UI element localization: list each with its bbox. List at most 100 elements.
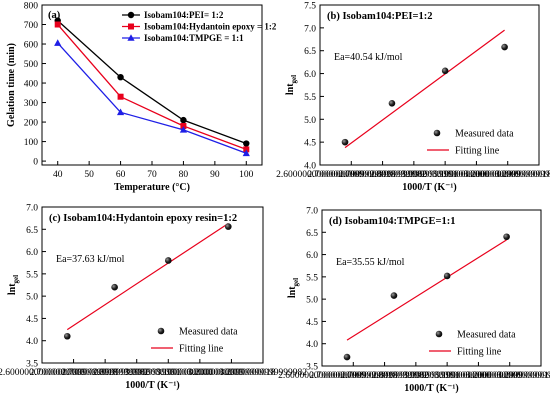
x-axis-label: Temperature (°C) (114, 182, 190, 193)
y-tick-label: 800 (24, 2, 39, 12)
legend: Measured data Fitting line (151, 327, 238, 355)
legend-entry: Measured data (455, 129, 514, 140)
x-tick-label: 3.00000000000000000 (124, 368, 212, 378)
legend-entry: Fitting line (455, 146, 500, 157)
legend-marker (127, 34, 135, 41)
y-tick-label: 4.0 (304, 162, 316, 172)
panel-title: (b) Isobam104:PEI=1:2 (327, 11, 432, 22)
panel-title: (a) (48, 10, 61, 21)
x-tick-label: 3.29999999999999982 (497, 371, 550, 381)
y-tick-label: 4.5 (304, 139, 316, 149)
x-tick-label: 3.20000000000000018 (466, 371, 550, 381)
y-tick-label: 600 (24, 41, 39, 51)
legend: Measured data Fitting line (427, 129, 514, 157)
series-2 (54, 21, 250, 153)
legend-marker (128, 23, 134, 30)
y-tick-label: 4.5 (306, 318, 318, 328)
fitting-line (66, 222, 229, 331)
x-tick-label: 2.70000000000000018 (307, 170, 395, 180)
y-tick-label: 6.0 (26, 248, 38, 258)
data-point (388, 99, 396, 107)
x-tick-label: 2.79999999999999982 (341, 371, 429, 381)
plot-frame (321, 209, 542, 367)
y-tick-label: 5.5 (306, 273, 318, 283)
y-axis-label-main: lnt (7, 283, 18, 295)
y-tick-label: 7.5 (304, 2, 316, 12)
y-tick-label: 100 (24, 138, 39, 148)
legend-entry: Isobam104:Hydantoin epoxy = 1:2 (144, 22, 277, 32)
x-tick-label: 2.89999999999999991 (372, 371, 460, 381)
y-tick-label: 7.0 (306, 207, 318, 217)
y-axis-label: lntgel (285, 75, 298, 95)
activation-energy-label: Ea=40.54 kJ/mol (334, 52, 403, 63)
legend-entry: Measured data (179, 327, 238, 338)
panel-title: (c) Isobam104:Hydantoin epoxy resin=1:2 (49, 213, 237, 224)
activation-energy-label: Ea=35.55 kJ/mol (336, 257, 405, 268)
y-tick-label: 0 (33, 158, 38, 168)
y-axis-label-sub: gel (12, 275, 20, 284)
x-tick-label: 2.70000000000000018 (30, 368, 118, 378)
x-tick-label: 3.10000000000000009 (432, 170, 520, 180)
x-tick-label: 2.60000000000000009 (278, 371, 366, 381)
activation-energy-label: Ea=37.63 kJ/mol (56, 254, 125, 265)
x-tick-label: 3.10000000000000009 (156, 368, 244, 378)
x-axis-label: 1000/T (K⁻¹) (404, 383, 458, 394)
y-tick-label: 3.5 (306, 363, 318, 373)
y-tick-label: 5.0 (304, 116, 316, 126)
legend-marker (433, 129, 441, 137)
y-tick-label: 4.5 (26, 315, 38, 325)
y-tick-label: 7.0 (304, 24, 316, 34)
data-point (180, 116, 187, 124)
x-tick-label: 2.70000000000000018 (309, 371, 397, 381)
y-tick-label: 5.0 (26, 293, 38, 303)
data-point (54, 21, 61, 28)
x-axis-label: 1000/T (K⁻¹) (402, 182, 456, 193)
data-point (54, 39, 62, 46)
data-point (501, 43, 508, 51)
data-point (180, 122, 187, 129)
data-point (117, 93, 124, 100)
y-axis-label-main: lnt (287, 286, 298, 298)
y-tick-label: 6.5 (306, 229, 318, 239)
legend: Measured data Fitting line (429, 330, 516, 358)
x-tick-label: 3.29999999999999982 (219, 368, 307, 378)
legend-entry: Fitting line (179, 344, 224, 355)
y-tick-label: 6.5 (26, 226, 38, 236)
data-point (116, 108, 125, 116)
plot-frame (41, 206, 264, 364)
legend-marker (435, 330, 443, 338)
y-tick-label: 4.0 (26, 337, 38, 347)
y-tick-label: 400 (24, 80, 39, 90)
legend-marker (157, 327, 165, 335)
panel-title: (d) Isobam104:TMPGE=1:1 (329, 216, 455, 227)
panel-c: 2.600000000000000092.700000000000000182.… (0, 204, 307, 392)
data-point (390, 292, 398, 299)
y-tick-label: 6.5 (304, 47, 316, 57)
x-tick-label: 80 (179, 170, 189, 180)
data-point (343, 353, 351, 361)
series-line (57, 20, 247, 145)
data-point (242, 149, 250, 157)
y-tick-label: 4.0 (306, 340, 318, 350)
y-tick-label: 7.0 (26, 204, 38, 214)
y-tick-label: 700 (24, 21, 39, 31)
y-tick-label: 500 (24, 60, 39, 70)
x-tick-label: 3.29999999999999982 (495, 170, 550, 180)
x-tick-label: 40 (53, 170, 63, 180)
y-axis-label: Gelation time (min) (6, 43, 17, 127)
x-tick-label: 2.79999999999999982 (61, 368, 149, 378)
x-tick-label: 2.89999999999999991 (370, 170, 458, 180)
y-axis-label: lntgel (7, 275, 20, 295)
series-line (57, 24, 247, 150)
plot-frame (319, 4, 540, 166)
fitting-line (346, 239, 507, 341)
y-axis-label-sub: gel (290, 75, 298, 84)
data-point (243, 140, 250, 147)
x-tick-label: 3.00000000000000000 (401, 170, 489, 180)
fitting-line (344, 29, 505, 149)
data-point (243, 146, 250, 153)
x-tick-label: 2.60000000000000009 (276, 170, 364, 180)
data-point (441, 67, 449, 75)
legend-entry: Measured data (457, 330, 516, 341)
